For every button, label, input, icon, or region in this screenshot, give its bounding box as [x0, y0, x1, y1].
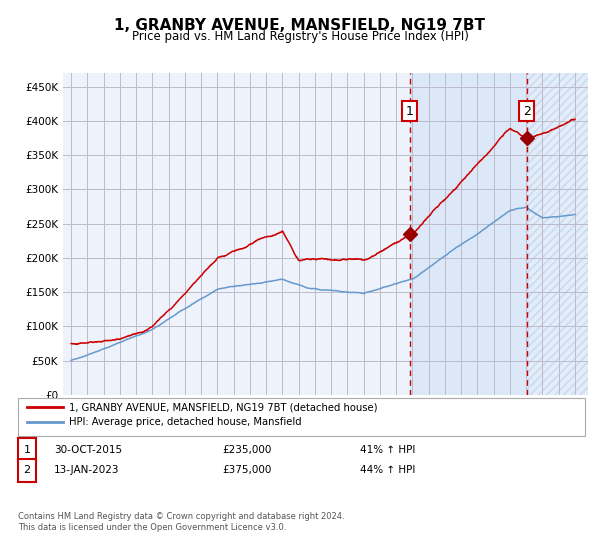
Text: 1, GRANBY AVENUE, MANSFIELD, NG19 7BT: 1, GRANBY AVENUE, MANSFIELD, NG19 7BT: [115, 18, 485, 33]
Bar: [527, 73, 588, 395]
Text: 44% ↑ HPI: 44% ↑ HPI: [360, 465, 415, 475]
Text: £235,000: £235,000: [222, 445, 271, 455]
Text: 1: 1: [406, 105, 413, 118]
Text: 1, GRANBY AVENUE, MANSFIELD, NG19 7BT (detached house): 1, GRANBY AVENUE, MANSFIELD, NG19 7BT (d…: [69, 402, 377, 412]
Text: Contains HM Land Registry data © Crown copyright and database right 2024.
This d: Contains HM Land Registry data © Crown c…: [18, 512, 344, 532]
Text: £375,000: £375,000: [222, 465, 271, 475]
Text: 30-OCT-2015: 30-OCT-2015: [54, 445, 122, 455]
Text: 2: 2: [23, 465, 31, 475]
Bar: [527, 73, 588, 395]
Text: 2: 2: [523, 105, 531, 118]
Text: 13-JAN-2023: 13-JAN-2023: [54, 465, 119, 475]
Text: HPI: Average price, detached house, Mansfield: HPI: Average price, detached house, Mans…: [69, 417, 302, 427]
Text: 1: 1: [23, 445, 31, 455]
Text: 41% ↑ HPI: 41% ↑ HPI: [360, 445, 415, 455]
Bar: [410, 73, 527, 395]
Text: Price paid vs. HM Land Registry's House Price Index (HPI): Price paid vs. HM Land Registry's House …: [131, 30, 469, 43]
